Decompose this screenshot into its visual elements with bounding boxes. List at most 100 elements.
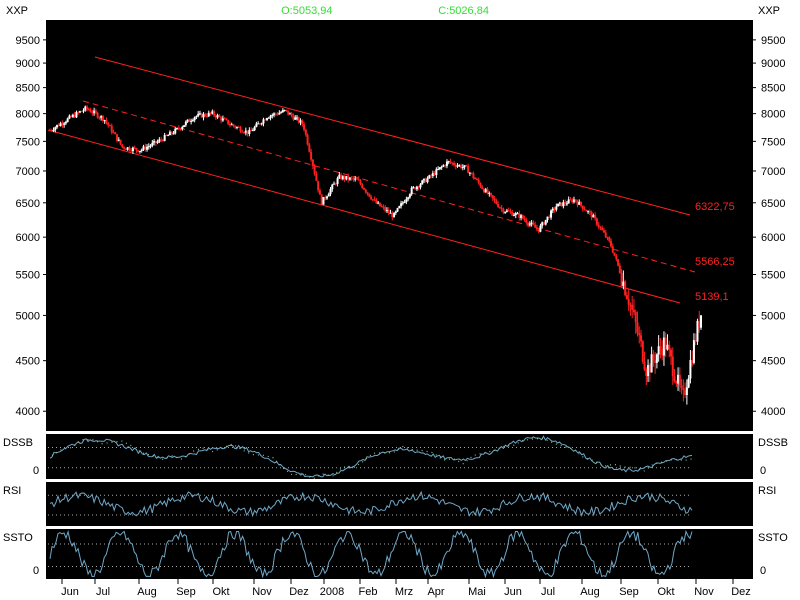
candle-body bbox=[541, 222, 544, 226]
candle-body bbox=[56, 124, 59, 128]
candle-body bbox=[408, 194, 411, 198]
y-tick-label-left: 5000 bbox=[16, 310, 40, 322]
candle-body bbox=[460, 165, 463, 168]
candle-body bbox=[520, 215, 523, 218]
candle-body bbox=[368, 193, 371, 197]
candle-body bbox=[361, 184, 364, 189]
candle-body bbox=[431, 173, 434, 176]
candle-body bbox=[618, 265, 621, 273]
candle-body bbox=[146, 146, 149, 150]
candle-body bbox=[105, 120, 108, 123]
candle-body bbox=[264, 119, 267, 121]
candle-body bbox=[671, 356, 674, 377]
candle-body bbox=[631, 304, 634, 310]
candle-body bbox=[214, 115, 217, 118]
candle-body bbox=[363, 188, 366, 190]
candle-body bbox=[454, 165, 457, 167]
candle-body bbox=[149, 145, 152, 147]
candle-body bbox=[280, 112, 283, 114]
candle-body bbox=[396, 208, 399, 212]
indicator-label-left: SSTO bbox=[3, 532, 33, 544]
candle-body bbox=[71, 114, 74, 117]
candle-body bbox=[558, 202, 561, 204]
channel-mid-line bbox=[82, 100, 696, 273]
candle-body bbox=[608, 237, 611, 241]
candle-body bbox=[213, 111, 216, 116]
candle-body bbox=[553, 208, 556, 210]
candle-body bbox=[258, 123, 261, 125]
candle-body bbox=[273, 113, 276, 115]
candle-body bbox=[244, 130, 247, 133]
x-tick-label: Aug bbox=[580, 586, 600, 598]
candle-body bbox=[59, 123, 62, 127]
candle-body bbox=[654, 360, 657, 363]
candle-body bbox=[98, 117, 101, 119]
indicator-label-left: DSSB bbox=[3, 437, 33, 449]
channel-value-label: 6322,75 bbox=[695, 201, 735, 213]
candle-body bbox=[230, 124, 233, 126]
candle-body bbox=[581, 205, 584, 210]
candle-body bbox=[465, 165, 468, 167]
candle-body bbox=[366, 192, 369, 194]
candle-body bbox=[574, 199, 577, 202]
candle-body bbox=[479, 183, 482, 187]
chart-header: DAX Perf. Index [.DAX Täglich] 03.11.200… bbox=[52, 5, 489, 17]
candle-body bbox=[82, 110, 85, 112]
candle-body bbox=[528, 223, 531, 225]
candle-body bbox=[285, 109, 288, 111]
x-tick-label: Okt bbox=[212, 586, 229, 598]
x-tick-label: Nov bbox=[694, 586, 714, 598]
candle-body bbox=[578, 201, 581, 205]
candle-body bbox=[423, 178, 426, 181]
y-tick-label-left: 9500 bbox=[16, 35, 40, 47]
candle-body bbox=[128, 147, 131, 151]
candle-body bbox=[287, 110, 290, 115]
y-tick-label-left: 5500 bbox=[16, 270, 40, 282]
candle-body bbox=[170, 131, 173, 134]
candle-body bbox=[525, 219, 528, 223]
candle-body bbox=[615, 255, 618, 260]
candle-body bbox=[290, 113, 293, 116]
candle-body bbox=[652, 354, 655, 361]
candle-body bbox=[588, 211, 591, 213]
channel-upper-line bbox=[94, 56, 691, 216]
indicator-zero-right: 0 bbox=[760, 565, 766, 577]
candle-body bbox=[197, 113, 200, 117]
candle-body bbox=[251, 130, 254, 132]
x-tick-label: Dez bbox=[731, 586, 751, 598]
x-tick-label: Sep bbox=[619, 586, 639, 598]
x-tick-label: Feb bbox=[359, 586, 378, 598]
candle-body bbox=[357, 179, 360, 181]
candle-body bbox=[599, 226, 602, 228]
candle-body bbox=[165, 134, 168, 136]
candle-body bbox=[498, 207, 501, 209]
y-tick-label-right: 4000 bbox=[761, 406, 785, 418]
candle-body bbox=[481, 186, 484, 189]
candle-body bbox=[340, 174, 343, 180]
candle-body bbox=[440, 166, 443, 168]
candle-body bbox=[110, 125, 113, 133]
candle-body bbox=[223, 118, 226, 120]
candle-body bbox=[193, 117, 196, 121]
candle-body bbox=[167, 135, 170, 137]
candle-body bbox=[100, 115, 103, 118]
candle-body bbox=[64, 121, 67, 124]
indicator-signal-line bbox=[51, 437, 695, 480]
candle-body bbox=[398, 206, 401, 209]
candle-body bbox=[551, 208, 554, 211]
candle-body bbox=[377, 202, 380, 204]
candle-body bbox=[421, 180, 424, 185]
candle-body bbox=[378, 202, 381, 207]
candle-body bbox=[281, 110, 284, 113]
candle-body bbox=[179, 128, 182, 130]
candle-body bbox=[297, 117, 300, 123]
candle-body bbox=[507, 210, 510, 212]
candle-body bbox=[188, 119, 191, 122]
candle-body bbox=[539, 225, 542, 232]
candle-body bbox=[78, 111, 81, 113]
candle-body bbox=[329, 189, 332, 195]
candle-body bbox=[87, 108, 90, 111]
candle-body bbox=[260, 123, 263, 125]
candle-body bbox=[666, 344, 669, 350]
candle-body bbox=[123, 147, 126, 149]
